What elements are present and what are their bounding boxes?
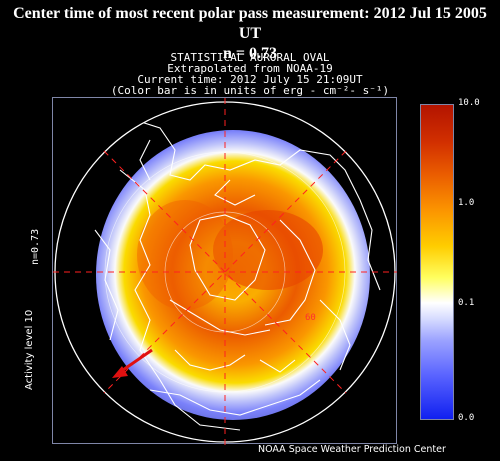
grid-lines — [53, 98, 397, 445]
plot-subtitle: STATISTICAL AURORAL OVAL Extrapolated fr… — [100, 52, 400, 96]
plot-extrapolated: Extrapolated from NOAA-19 — [167, 62, 333, 75]
map-header: Center time of most recent polar pass me… — [0, 0, 500, 64]
credit-text: NOAA Space Weather Prediction Center — [258, 444, 446, 455]
plot-current-time: Current time: 2012 July 15 21:09UT — [137, 73, 363, 86]
colorbar-tick-10: 10.0 — [458, 98, 480, 108]
colorbar-tick-0: 0.0 — [458, 413, 475, 423]
colorbar-tick-01: 0.1 — [458, 298, 475, 308]
plot-title: STATISTICAL AURORAL OVAL — [170, 51, 330, 64]
plot-units: (Color bar is in units of erg - cm⁻²- s⁻… — [110, 84, 390, 97]
colorbar — [420, 104, 454, 420]
header-title: Center time of most recent polar pass me… — [13, 5, 487, 42]
latitude-label: 60 — [305, 313, 316, 323]
colorbar-tick-1: 1.0 — [458, 198, 475, 208]
activity-level-label: Activity level 10 — [24, 309, 35, 390]
header-n-value: n = 0.73 — [222, 45, 277, 62]
sun-arrow — [112, 348, 153, 378]
n-label: n=0.73 — [30, 228, 41, 265]
